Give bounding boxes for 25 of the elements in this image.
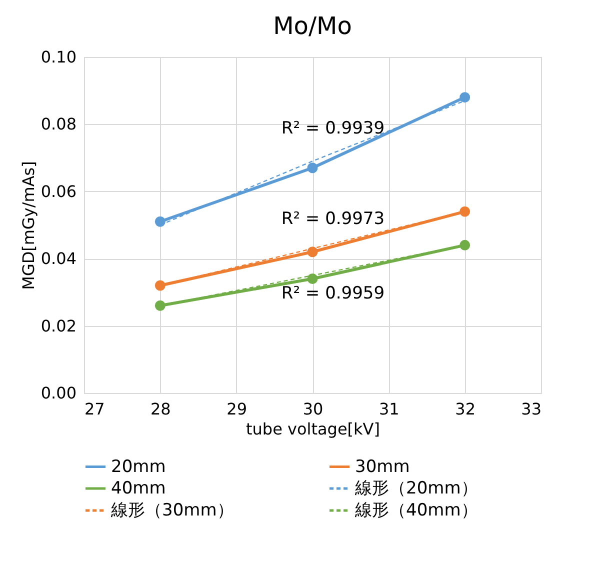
y-tick-label: 0.10 [40, 48, 76, 66]
legend-label: 線形（30mm） [110, 500, 234, 520]
y-tick-label: 0.06 [40, 182, 76, 201]
y-axis-title: MGD[mGy/mAs] [18, 161, 38, 290]
x-tick-label: 28 [150, 400, 171, 418]
x-axis-title: tube voltage[kV] [246, 420, 380, 438]
x-tick-label: 29 [226, 400, 248, 418]
annotation: R² = 0.9959 [281, 283, 385, 304]
legend-label: 40mm [111, 478, 166, 498]
annotation: R² = 0.9973 [281, 209, 385, 230]
legend-label: 20mm [111, 456, 166, 477]
legend-label: 30mm [355, 456, 410, 477]
y-tick-label: 0.04 [40, 249, 76, 268]
y-tick-label: 0.00 [40, 384, 76, 402]
legend-label: 線形（40mm） [354, 500, 478, 520]
y-tick-label: 0.02 [40, 316, 76, 336]
x-tick-label: 33 [521, 400, 542, 418]
annotation: R² = 0.9939 [281, 118, 385, 138]
chart-title: Mo/Mo [273, 12, 352, 40]
x-tick-label: 30 [302, 400, 324, 418]
legend-label: 線形（20mm） [354, 478, 478, 498]
x-tick-label: 31 [378, 400, 400, 418]
x-tick-label: 32 [455, 400, 476, 418]
y-tick-label: 0.08 [40, 114, 76, 134]
x-tick-label: 27 [84, 400, 105, 418]
